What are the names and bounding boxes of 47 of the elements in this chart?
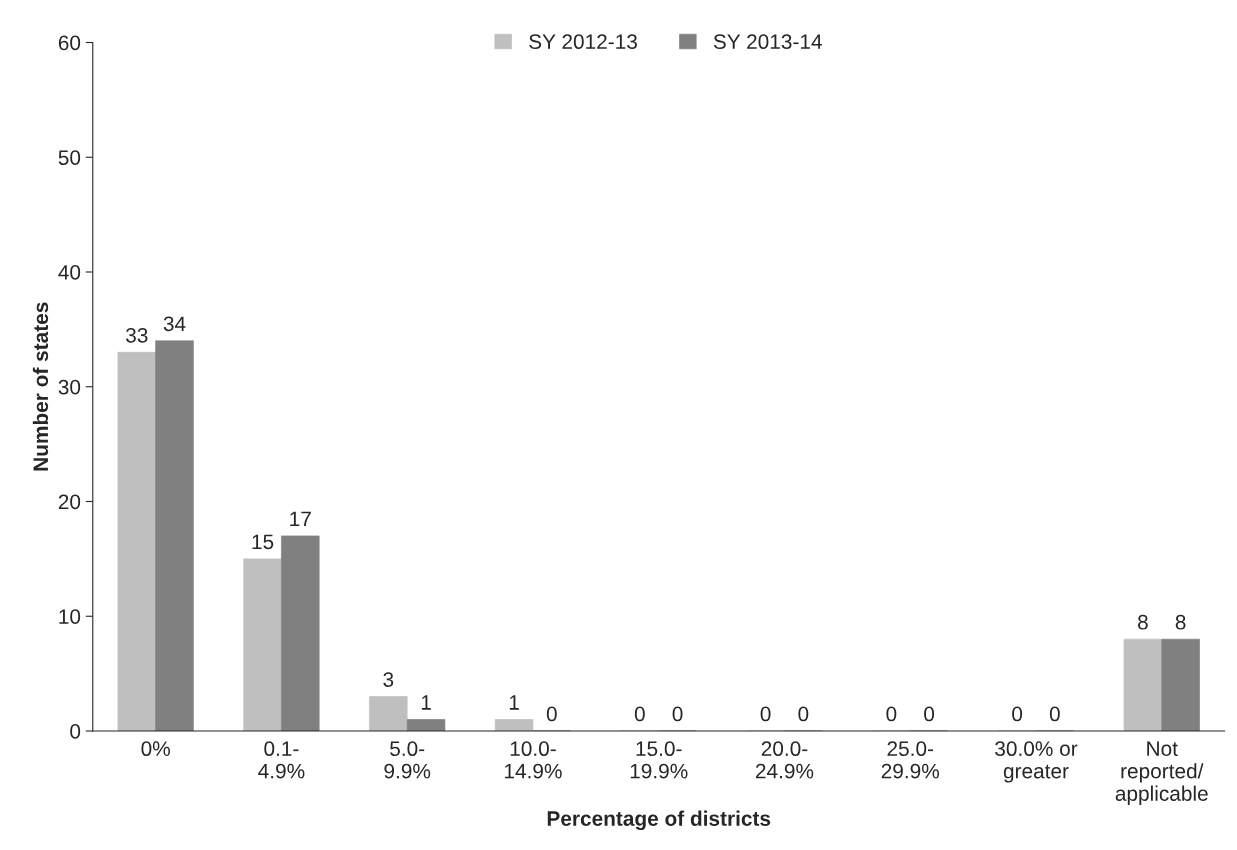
x-tick-label: 5.0- 9.9%: [384, 741, 431, 779]
data-label: 1: [509, 695, 519, 710]
y-tick-label: 10: [59, 609, 81, 624]
x-axis-title: Percentage of districts: [547, 810, 771, 831]
x-tick-label: Not reported/ applicable: [1115, 741, 1208, 806]
data-label: 0: [634, 706, 645, 722]
x-tick-label: 20.0- 24.9%: [755, 741, 814, 779]
x-tick-label: 0.1- 4.9%: [258, 741, 305, 779]
data-label: 0: [1012, 706, 1023, 722]
y-tick-label: 60: [58, 35, 81, 51]
legend-label: SY 2012-13: [529, 34, 637, 50]
x-tick-label: 30.0% or greater: [995, 741, 1078, 783]
data-label: 15: [252, 534, 274, 550]
y-tick-label: 40: [58, 265, 81, 280]
y-tick-label: 30: [58, 379, 81, 395]
data-label: 17: [290, 511, 311, 527]
bar: [243, 558, 282, 731]
y-tick-label: 50: [58, 150, 81, 165]
data-label: 0: [672, 706, 683, 722]
x-tick-label: 15.0- 19.9%: [630, 741, 688, 779]
data-label: 0: [760, 706, 771, 722]
x-tick-label: 0%: [141, 741, 170, 757]
data-label: 3: [383, 672, 394, 687]
bar: [1123, 638, 1163, 731]
y-axis-title: Number of states: [32, 302, 49, 471]
x-tick-label: 10.0- 14.9%: [504, 741, 562, 779]
data-label: 0: [886, 706, 897, 722]
data-label: 0: [1049, 706, 1060, 722]
x-tick-label: 25.0- 29.9%: [881, 741, 940, 779]
bar: [406, 719, 446, 731]
bar: [155, 340, 194, 731]
data-label: 8: [1138, 614, 1148, 630]
bar: [1161, 638, 1200, 731]
bar: [494, 719, 534, 731]
bar: [281, 535, 320, 731]
data-label: 8: [1175, 614, 1186, 630]
bar: [369, 696, 408, 731]
data-label: 33: [126, 327, 148, 343]
data-label: 34: [163, 316, 186, 332]
bar: [117, 351, 157, 731]
data-label: 1: [421, 695, 431, 710]
legend-label: SY 2013-14: [713, 34, 822, 50]
y-tick-label: 20: [58, 494, 81, 510]
data-label: 0: [924, 706, 935, 722]
data-label: 0: [546, 706, 557, 722]
data-label: 0: [798, 706, 809, 722]
y-tick-label: 0: [70, 724, 81, 739]
